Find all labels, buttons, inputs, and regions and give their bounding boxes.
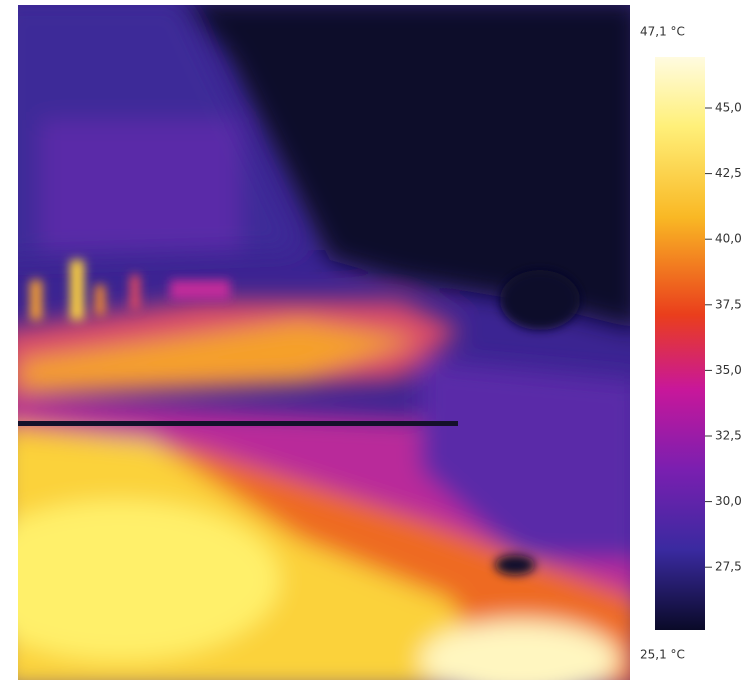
tick-label: 32,5 xyxy=(715,429,742,443)
tick-label: 45,0 xyxy=(715,101,742,115)
thermal-image xyxy=(18,5,630,680)
tick-label: 35,0 xyxy=(715,363,742,377)
tick-label: 37,5 xyxy=(715,297,742,311)
color-scale xyxy=(655,57,705,630)
tick-label: 42,5 xyxy=(715,166,742,180)
min-label: 25,1 °C xyxy=(640,648,685,662)
tick-label: 27,5 xyxy=(715,560,742,574)
max-label: 47,1 °C xyxy=(640,25,685,39)
scale-ticks: 45,0 42,5 40,0 37,5 35,0 32,5 30,0 27,5 xyxy=(705,101,742,574)
tick-label: 40,0 xyxy=(715,232,742,246)
tick-label: 30,0 xyxy=(715,494,742,508)
